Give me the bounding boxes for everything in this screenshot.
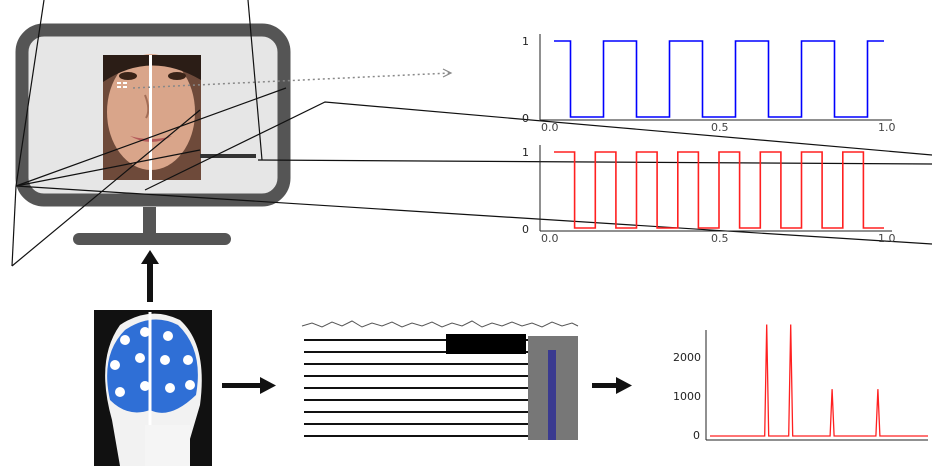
monitor-neck [143,207,156,233]
right-arrow-1 [222,377,276,394]
spectrum-line [710,324,928,437]
blue-square-wave [554,40,884,118]
spectrum-ytick-2000: 2000 [673,351,701,364]
face-stimulus [103,54,256,180]
right-eye [168,72,186,80]
projection-lines [11,0,932,267]
red-xtick-0: 0.0 [541,232,559,245]
spectrum-ytick-1000: 1000 [673,390,701,403]
eeg-trace-top [301,320,579,328]
right-arrow-2 [592,377,632,394]
left-eye [119,72,137,80]
red-square-wave [554,151,884,229]
spectrum-ytick-0: 0 [693,429,700,442]
blue-xtick-1: 0.5 [711,121,729,134]
monitor-base [73,233,231,245]
spectrum-plot: 2000 1000 0 [673,324,928,442]
red-ytick-1: 1 [522,146,529,159]
face-split-line [149,55,152,180]
blue-ytick-1: 1 [522,35,529,48]
red-xtick-2: 1.0 [878,232,896,245]
up-arrow [141,250,159,302]
blue-ytick-0: 0 [522,112,529,125]
eeg-cap-image [94,310,212,466]
red-xtick-1: 0.5 [711,232,729,245]
eeg-recording [300,315,580,443]
red-signal-plot: 1 0 0.0 0.5 1.0 [522,145,896,245]
blue-signal-plot: 1 0 0.0 0.5 1.0 [522,34,896,134]
red-ytick-0: 0 [522,223,529,236]
blue-xtick-2: 1.0 [878,121,896,134]
blue-xtick-0: 0.0 [541,121,559,134]
